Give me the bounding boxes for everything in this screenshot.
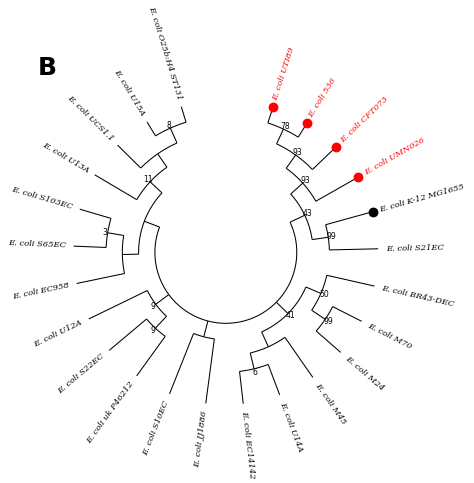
Text: E. coli JJ1886: E. coli JJ1886 xyxy=(193,411,209,468)
Text: E. coli K-12 MG1655: E. coli K-12 MG1655 xyxy=(379,183,465,213)
Text: 9: 9 xyxy=(151,302,155,311)
Text: E. coli U15A: E. coli U15A xyxy=(112,68,146,117)
Text: 6: 6 xyxy=(253,368,257,377)
Text: E. coli BR43-DEC: E. coli BR43-DEC xyxy=(381,284,455,308)
Text: 78: 78 xyxy=(280,122,290,130)
Text: 8: 8 xyxy=(167,121,172,129)
Text: E. coli M45: E. coli M45 xyxy=(314,381,348,426)
Text: 11: 11 xyxy=(143,175,153,184)
Text: 41: 41 xyxy=(285,312,295,320)
Text: E. coli U12A: E. coli U12A xyxy=(33,319,84,349)
Text: B: B xyxy=(37,56,56,80)
Text: E. coli S21EC: E. coli S21EC xyxy=(385,243,444,253)
Text: E. coli S22EC: E. coli S22EC xyxy=(56,352,106,396)
Text: E. coli CFT073: E. coli CFT073 xyxy=(338,96,390,145)
Point xyxy=(355,173,362,181)
Text: E. coli EC14142: E. coli EC14142 xyxy=(240,411,256,480)
Text: E. coli UCS1.1: E. coli UCS1.1 xyxy=(66,94,115,142)
Text: E. coli S103EC: E. coli S103EC xyxy=(10,185,73,211)
Point xyxy=(303,119,310,127)
Text: 3: 3 xyxy=(102,227,107,237)
Text: E. coli EC958: E. coli EC958 xyxy=(12,281,70,301)
Text: 93: 93 xyxy=(293,148,302,157)
Text: E. coli S10EC: E. coli S10EC xyxy=(142,399,171,456)
Text: E. coli UMN026: E. coli UMN026 xyxy=(363,136,426,177)
Point xyxy=(369,208,376,215)
Text: E. coli 536: E. coli 536 xyxy=(308,77,338,119)
Text: E. coli S65EC: E. coli S65EC xyxy=(8,240,66,250)
Text: E. coli UTI89: E. coli UTI89 xyxy=(272,46,296,101)
Text: E. coli uk P46212: E. coli uk P46212 xyxy=(85,380,136,445)
Text: E. coli O25b:H4 ST131: E. coli O25b:H4 ST131 xyxy=(147,5,183,100)
Text: E. coli M24: E. coli M24 xyxy=(344,355,385,392)
Text: E. coli M70: E. coli M70 xyxy=(366,321,413,350)
Text: 50: 50 xyxy=(319,290,329,299)
Point xyxy=(332,143,340,151)
Text: E. coli U13A: E. coli U13A xyxy=(41,141,90,174)
Text: 99: 99 xyxy=(327,232,337,241)
Text: 9: 9 xyxy=(151,326,155,335)
Text: E. coli U14A: E. coli U14A xyxy=(279,400,305,453)
Text: 43: 43 xyxy=(303,209,313,218)
Point xyxy=(269,104,277,112)
Text: 99: 99 xyxy=(323,317,333,326)
Text: 93: 93 xyxy=(301,176,310,185)
